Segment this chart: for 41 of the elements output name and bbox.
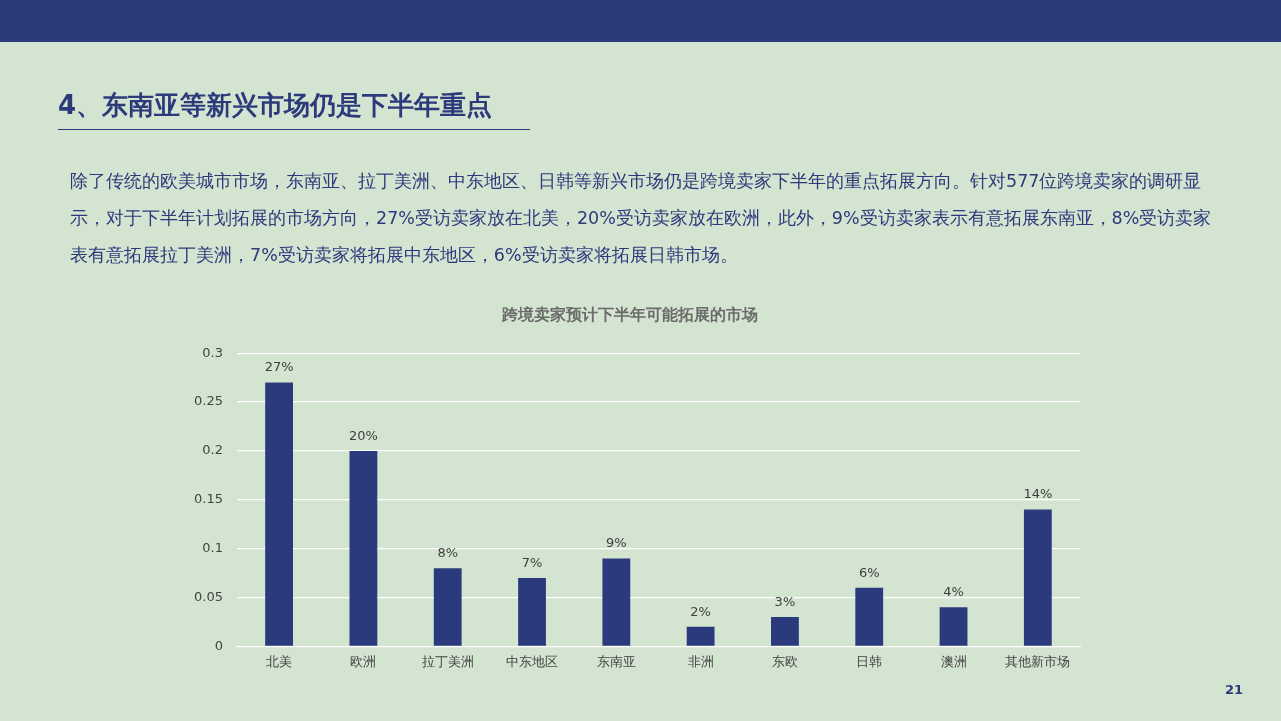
y-tick-label: 0.1	[202, 540, 223, 556]
x-tick-label: 东欧	[771, 653, 798, 669]
data-label: 6%	[858, 564, 880, 580]
chart-title: 跨境卖家预计下半年可能拓展的市场	[501, 304, 758, 324]
bar	[265, 382, 294, 646]
bar	[771, 617, 799, 646]
x-tick-label: 日韩	[856, 653, 883, 669]
x-tick-label: 其他新市场	[1005, 653, 1071, 669]
data-label: 2%	[690, 603, 711, 619]
data-label: 9%	[606, 535, 627, 551]
y-tick-label: 0.05	[193, 588, 223, 604]
x-tick-label: 北美	[266, 653, 293, 669]
y-tick-label: 0.25	[193, 393, 223, 409]
x-tick-label: 欧洲	[350, 653, 377, 669]
bar	[939, 607, 968, 646]
x-tick-label: 澳洲	[940, 653, 967, 669]
bar	[855, 587, 884, 646]
data-label: 7%	[521, 554, 543, 570]
data-label: 20%	[348, 427, 378, 443]
bar	[433, 568, 462, 646]
x-tick-label: 中东地区	[506, 653, 559, 669]
text: 21	[1224, 682, 1243, 697]
y-tick-label: 0.3	[202, 344, 223, 360]
data-label: 14%	[1023, 486, 1053, 502]
x-tick-label: 非洲	[687, 653, 714, 669]
y-tick-label: 0.15	[193, 491, 223, 507]
data-label: 4%	[943, 584, 964, 600]
bar	[518, 577, 546, 646]
data-label: 27%	[264, 359, 294, 375]
x-tick-label: 东南亚	[596, 653, 636, 669]
data-label: 3%	[774, 593, 796, 609]
bar	[1023, 509, 1052, 646]
text: 4、东南亚等新兴市场仍是下半年重点	[58, 88, 530, 130]
x-tick-label: 拉丁美洲	[421, 653, 474, 669]
bar	[349, 450, 378, 646]
bar	[602, 558, 631, 646]
text: 除了传统的欧美城市市场，东南亚、拉丁美洲、中东地区、日韩等新兴市场仍是跨境卖家下半年的重点拓展方向。针对577位跨境卖家的调研显示，对于下半年计划拓展的市场方向，27%受访卖家放在北美，20%受访卖家放在欧洲，此外，9%受访卖家表示有意拓展东南亚，8%受访卖家表有意拓展拉丁美洲，7%受访卖家将拓展中东地区，6%受访卖家将拓展日韩市场。	[70, 170, 1213, 267]
data-label: 8%	[437, 545, 459, 561]
y-tick-label: 0	[214, 637, 223, 653]
bar	[686, 626, 715, 646]
y-tick-label: 0.2	[202, 442, 223, 458]
